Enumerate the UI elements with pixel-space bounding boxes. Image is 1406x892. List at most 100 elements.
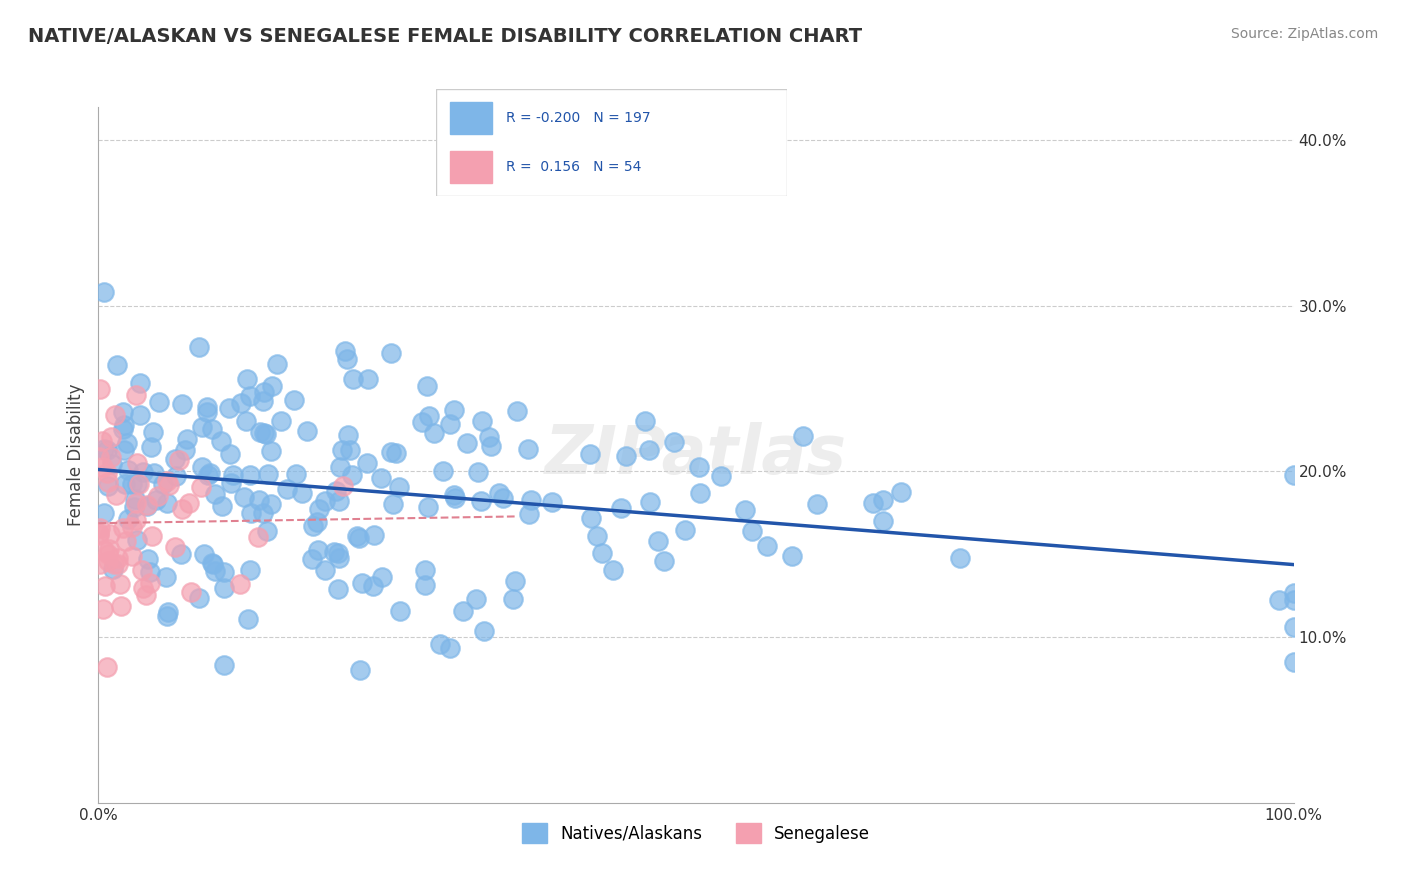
Natives/Alaskans — [218, 447, 240, 461]
Natives/Alaskans — [188, 340, 211, 354]
Natives/Alaskans — [647, 534, 669, 549]
Natives/Alaskans — [257, 467, 280, 481]
Natives/Alaskans — [129, 408, 152, 422]
Natives/Alaskans — [121, 477, 143, 491]
Senegalese — [105, 487, 128, 501]
Natives/Alaskans — [342, 371, 364, 385]
Natives/Alaskans — [212, 565, 235, 579]
Senegalese — [108, 576, 131, 591]
Senegalese — [94, 579, 117, 593]
Natives/Alaskans — [415, 378, 437, 392]
Natives/Alaskans — [266, 357, 288, 371]
Natives/Alaskans — [456, 436, 478, 450]
Senegalese — [97, 547, 120, 561]
Natives/Alaskans — [247, 492, 270, 507]
Natives/Alaskans — [579, 447, 602, 461]
Natives/Alaskans — [219, 476, 242, 491]
Natives/Alaskans — [204, 486, 226, 500]
Natives/Alaskans — [520, 493, 543, 508]
Text: Source: ZipAtlas.com: Source: ZipAtlas.com — [1230, 27, 1378, 41]
Senegalese — [89, 382, 111, 396]
Senegalese — [180, 585, 202, 599]
Natives/Alaskans — [117, 463, 139, 477]
Natives/Alaskans — [688, 459, 710, 474]
Natives/Alaskans — [439, 417, 461, 432]
Natives/Alaskans — [191, 460, 214, 475]
Natives/Alaskans — [239, 506, 262, 520]
Senegalese — [124, 513, 146, 527]
Natives/Alaskans — [423, 425, 446, 440]
Natives/Alaskans — [229, 396, 252, 410]
Natives/Alaskans — [371, 569, 394, 583]
Natives/Alaskans — [96, 442, 118, 457]
Senegalese — [332, 479, 354, 493]
Natives/Alaskans — [307, 515, 329, 529]
Senegalese — [97, 542, 120, 557]
Natives/Alaskans — [443, 403, 465, 417]
Natives/Alaskans — [336, 427, 359, 442]
Natives/Alaskans — [346, 529, 368, 543]
Natives/Alaskans — [385, 446, 408, 460]
Senegalese — [96, 467, 118, 481]
FancyBboxPatch shape — [450, 152, 492, 184]
Natives/Alaskans — [326, 546, 349, 560]
Natives/Alaskans — [254, 427, 277, 442]
Senegalese — [128, 477, 150, 491]
Senegalese — [156, 474, 179, 488]
Natives/Alaskans — [506, 404, 529, 418]
Natives/Alaskans — [361, 579, 384, 593]
Natives/Alaskans — [429, 637, 451, 651]
Natives/Alaskans — [117, 435, 139, 450]
Natives/Alaskans — [212, 581, 235, 595]
Natives/Alaskans — [112, 405, 135, 419]
Natives/Alaskans — [252, 506, 274, 520]
Senegalese — [165, 540, 187, 554]
Senegalese — [87, 528, 110, 542]
Natives/Alaskans — [336, 352, 359, 367]
Natives/Alaskans — [173, 442, 195, 457]
Natives/Alaskans — [471, 414, 494, 428]
Natives/Alaskans — [145, 493, 167, 508]
Natives/Alaskans — [253, 385, 276, 400]
Natives/Alaskans — [212, 657, 235, 672]
Natives/Alaskans — [295, 424, 318, 438]
Senegalese — [100, 450, 122, 464]
Natives/Alaskans — [93, 285, 115, 300]
Natives/Alaskans — [780, 549, 803, 563]
Natives/Alaskans — [112, 422, 135, 436]
Natives/Alaskans — [591, 545, 613, 559]
Natives/Alaskans — [156, 609, 179, 624]
Natives/Alaskans — [209, 434, 232, 448]
Natives/Alaskans — [139, 440, 162, 454]
Natives/Alaskans — [432, 464, 454, 478]
Text: R =  0.156   N = 54: R = 0.156 N = 54 — [506, 161, 641, 174]
Senegalese — [96, 660, 118, 674]
Natives/Alaskans — [1282, 467, 1305, 482]
Natives/Alaskans — [949, 550, 972, 565]
Natives/Alaskans — [328, 493, 350, 508]
Senegalese — [170, 502, 193, 516]
Natives/Alaskans — [541, 495, 564, 509]
Natives/Alaskans — [439, 640, 461, 655]
Senegalese — [98, 526, 121, 541]
Natives/Alaskans — [638, 442, 661, 457]
Natives/Alaskans — [443, 491, 465, 505]
Senegalese — [111, 521, 134, 535]
Natives/Alaskans — [93, 442, 115, 456]
Natives/Alaskans — [211, 499, 233, 513]
Senegalese — [177, 496, 200, 510]
Natives/Alaskans — [389, 604, 412, 618]
Natives/Alaskans — [252, 393, 274, 408]
Natives/Alaskans — [165, 469, 187, 483]
Natives/Alaskans — [201, 556, 224, 570]
Natives/Alaskans — [326, 582, 349, 596]
Natives/Alaskans — [193, 547, 215, 561]
Senegalese — [125, 496, 148, 510]
Natives/Alaskans — [176, 432, 198, 446]
Natives/Alaskans — [260, 497, 283, 511]
Natives/Alaskans — [1282, 586, 1305, 600]
Natives/Alaskans — [256, 524, 278, 538]
Natives/Alaskans — [890, 485, 912, 500]
Natives/Alaskans — [307, 543, 329, 558]
Natives/Alaskans — [188, 591, 211, 605]
